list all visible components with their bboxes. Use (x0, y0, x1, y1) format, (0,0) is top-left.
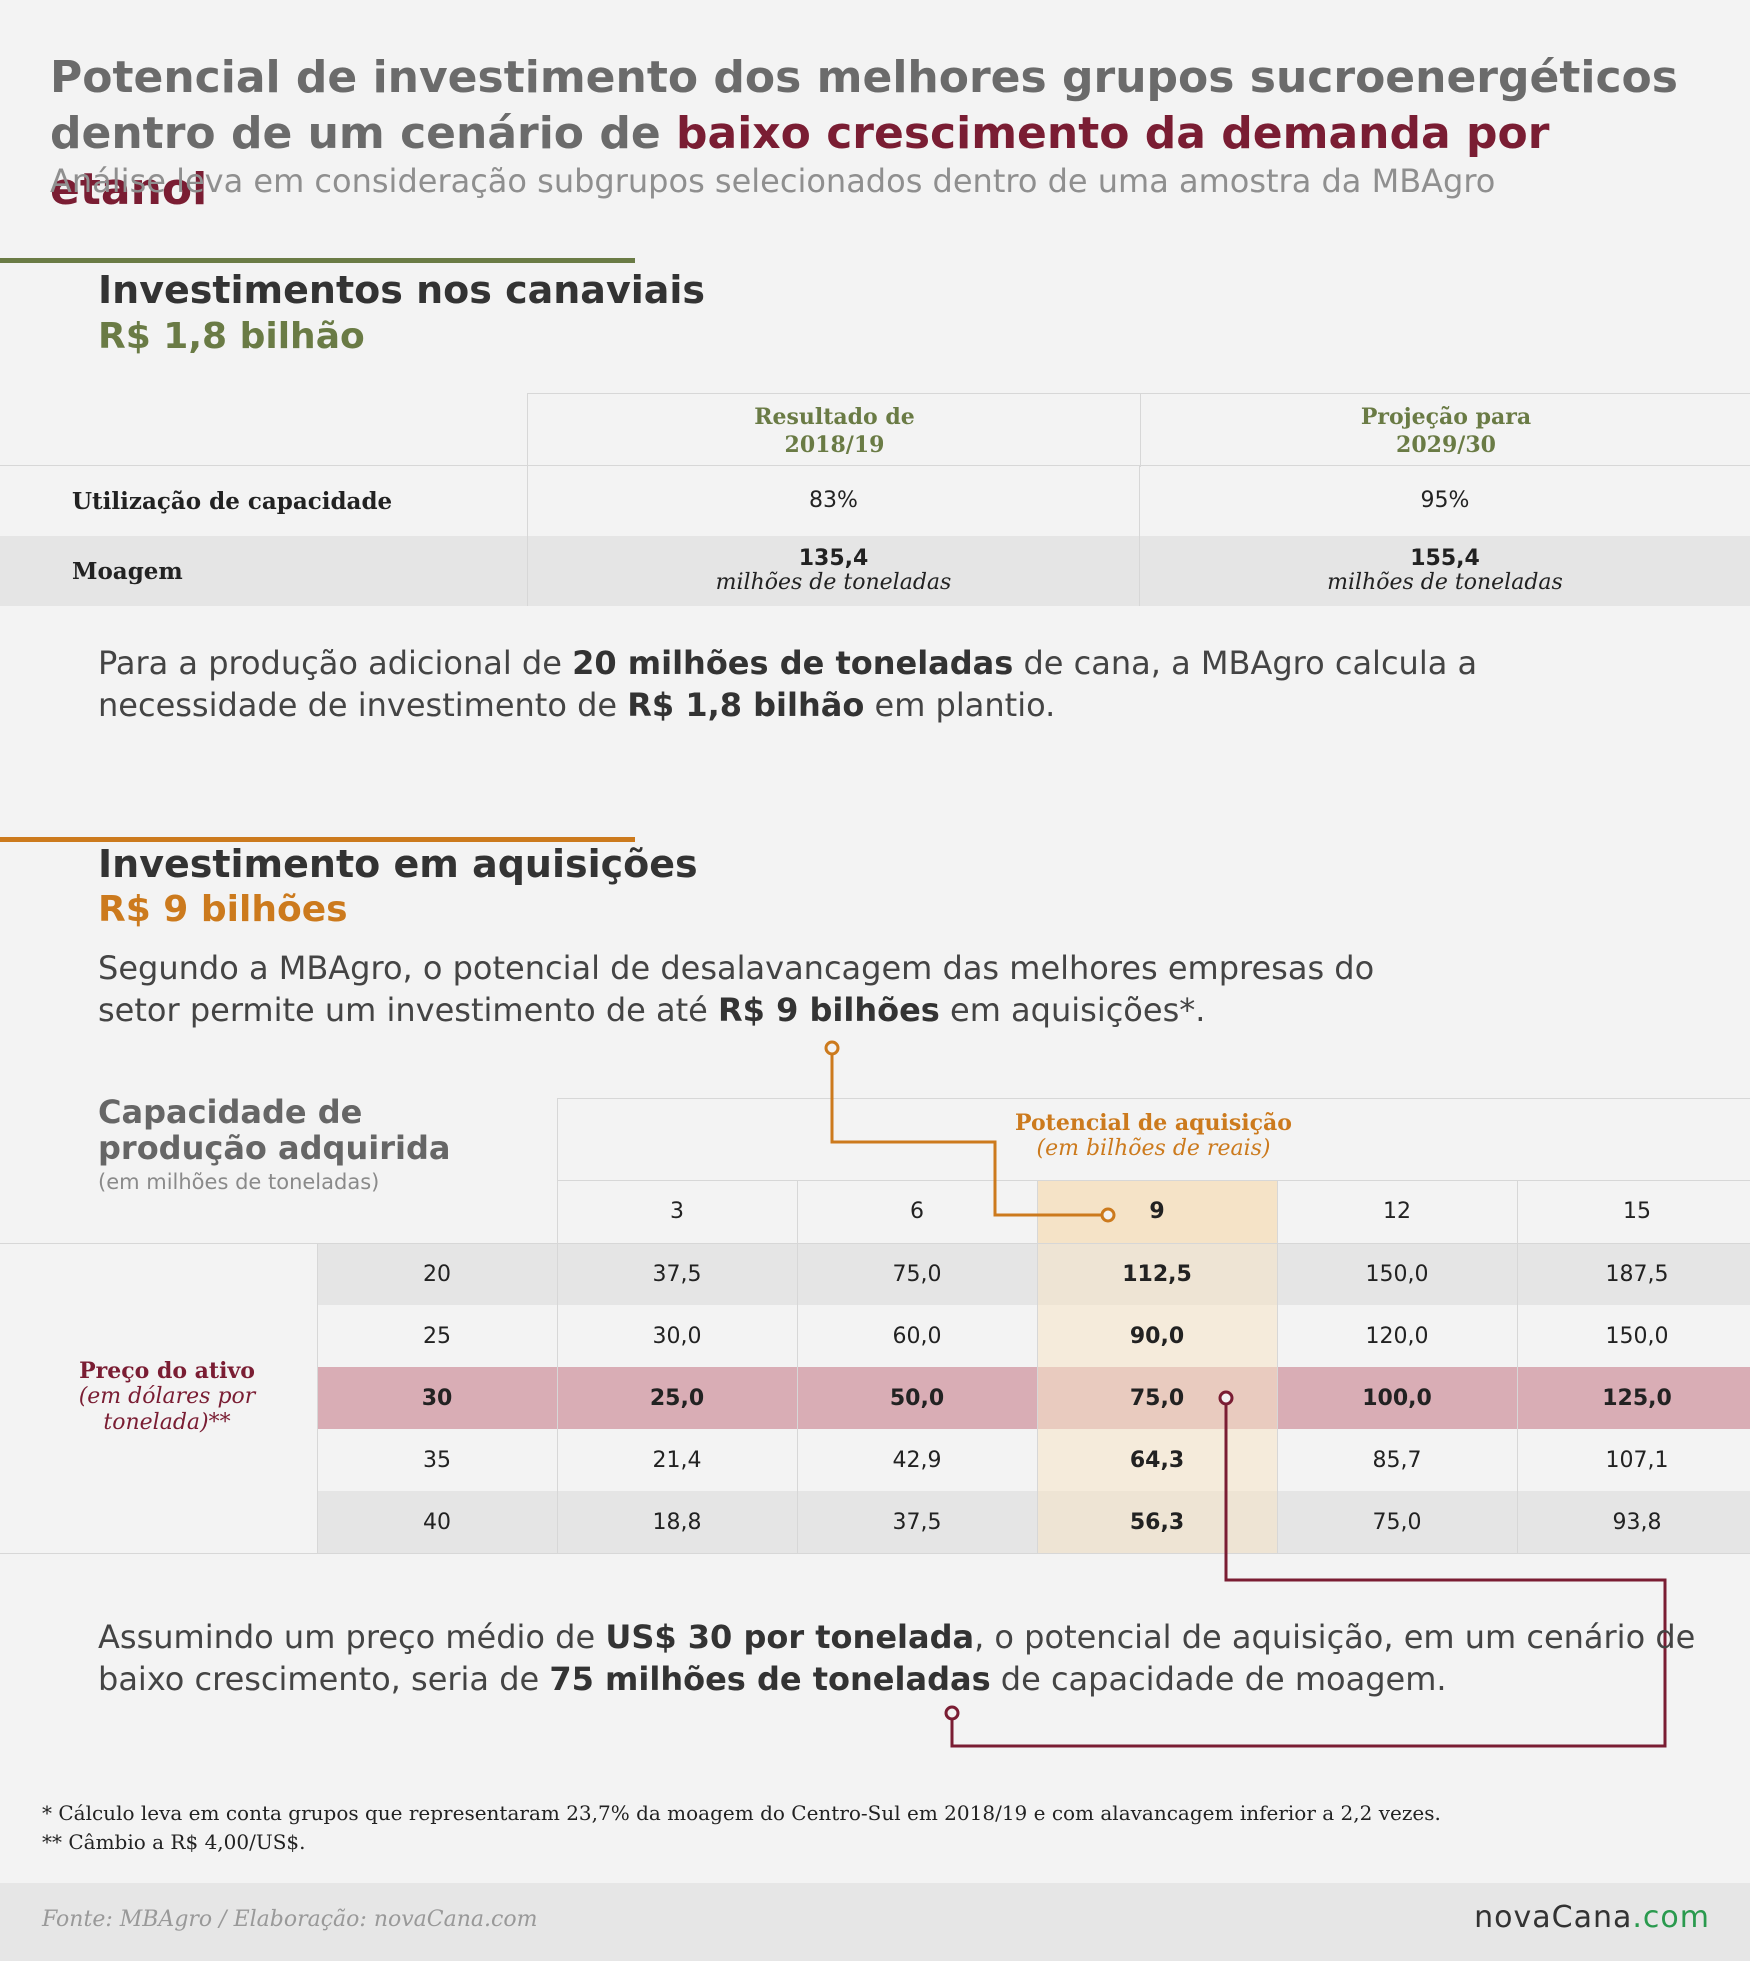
table-cell: 155,4 milhões de toneladas (1140, 536, 1750, 606)
cell-unit: milhões de toneladas (1327, 570, 1563, 595)
row-label: Utilização de capacidade (72, 487, 393, 515)
page-subtitle: Análise leva em consideração subgrupos s… (50, 162, 1496, 200)
section-divider-orange (0, 837, 635, 842)
section1-value: R$ 1,8 bilhão (98, 316, 365, 357)
wine-connector (944, 1390, 1667, 1748)
table-cell: 135,4 milhões de toneladas (527, 536, 1140, 606)
capacity-title: Capacidade de produção adquirida (98, 1093, 451, 1167)
section2-heading: Investimento em aquisições (98, 842, 698, 886)
footer (0, 1883, 1750, 1961)
footnote-1: * Cálculo leva em conta grupos que repre… (42, 1801, 1441, 1825)
col-header-2029: Projeção para 2029/30 (1360, 403, 1532, 458)
section2-value: R$ 9 bilhões (98, 889, 348, 930)
orange-connector (824, 1040, 1116, 1223)
section1-heading: Investimentos nos canaviais (98, 268, 706, 312)
capacity-unit: (em milhões de toneladas) (98, 1170, 380, 1194)
table-row: Moagem 135,4 milhões de toneladas 155,4 … (0, 536, 1750, 606)
divider (527, 466, 528, 536)
col-header-2018: Resultado de 2018/19 (754, 403, 915, 458)
section2-paragraph: Segundo a MBAgro, o potencial de desalav… (98, 949, 1375, 1029)
cell-value: 155,4 (1410, 546, 1480, 571)
table-cell: 83% (809, 488, 858, 513)
potential-title: Potencial de aquisição (em bilhões de re… (1015, 1110, 1292, 1161)
source-text: Fonte: MBAgro / Elaboração: novaCana.com (42, 1907, 538, 1932)
footnote-2: ** Câmbio a R$ 4,00/US$. (42, 1830, 306, 1854)
divider (1139, 466, 1140, 536)
price-title: Preço do ativo (em dólares por tonelada)… (78, 1358, 256, 1435)
page-title: Potencial de investimento dos melhores g… (50, 52, 1678, 215)
canaviais-table-header: Resultado de 2018/19 Projeção para 2029/… (527, 393, 1750, 467)
section1-paragraph: Para a produção adicional de 20 milhões … (98, 644, 1478, 724)
divider (1140, 394, 1141, 467)
conclusion-paragraph: Assumindo um preço médio de US$ 30 por t… (98, 1618, 1696, 1698)
cell-unit: milhões de toneladas (715, 570, 952, 595)
divider (527, 536, 528, 606)
novacana-logo: novaCana.com (1474, 1900, 1710, 1935)
title-highlight: baixo crescimento da demanda por etanol (50, 108, 1550, 215)
divider (1139, 536, 1140, 606)
row-label: Moagem (72, 557, 183, 585)
cell-value: 135,4 (798, 546, 869, 571)
divider (0, 465, 1750, 466)
section-divider-green (0, 258, 635, 263)
table-cell: 95% (1420, 488, 1470, 513)
table-row: Utilização de capacidade 83% 95% (0, 466, 1750, 536)
